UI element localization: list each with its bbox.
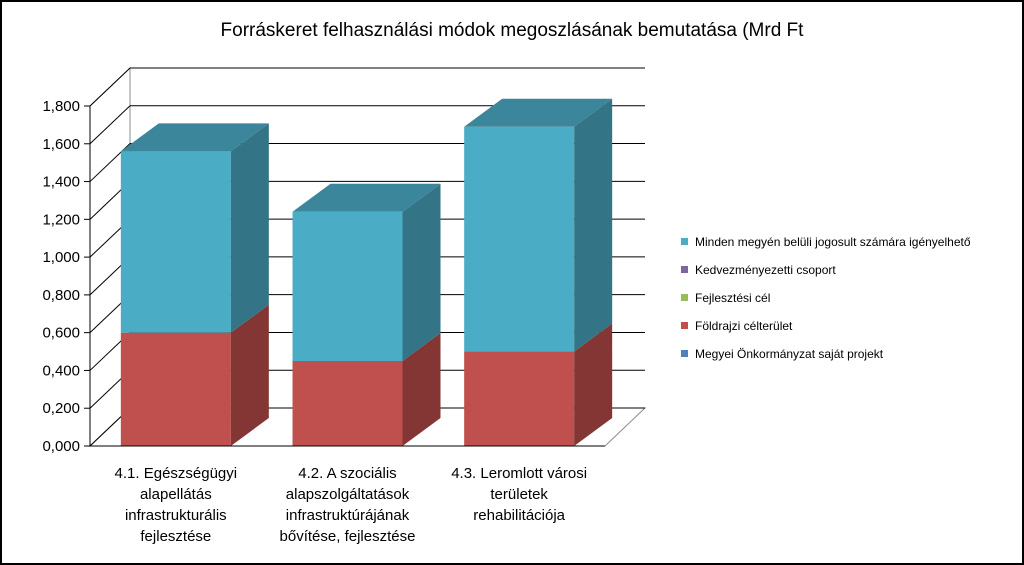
bar-side: [230, 304, 269, 446]
y-tick-label: 0,800: [42, 287, 80, 304]
x-tick-label: 4.1. Egészségügyi: [115, 465, 238, 482]
legend-label: Minden megyén belüli jogosult számára ig…: [695, 235, 971, 249]
bar-front: [120, 151, 231, 333]
bar-side: [574, 323, 613, 446]
bar-front: [120, 332, 231, 446]
x-tick-label: rehabilitációja: [473, 507, 565, 524]
y-tick-label: 0,200: [42, 400, 80, 417]
y-tick-label: 0,600: [42, 325, 80, 342]
legend-swatch: [681, 266, 688, 273]
gridline-diagonal: [89, 105, 131, 145]
legend-swatch: [681, 322, 688, 329]
bar-top: [292, 183, 441, 212]
bar-front: [464, 351, 575, 446]
x-tick-label: alapszolgáltatások: [286, 486, 410, 503]
x-tick-label: fejlesztése: [140, 528, 211, 545]
legend-label: Fejlesztési cél: [695, 291, 770, 305]
bar-segment: [464, 98, 613, 352]
bar-side: [402, 333, 441, 446]
legend-label: Földrajzi célterület: [695, 319, 793, 333]
gridline-diagonal: [89, 67, 131, 107]
legend-swatch: [681, 350, 688, 357]
y-tick-label: 1,200: [42, 211, 80, 228]
bar-front: [464, 126, 575, 352]
bars: [120, 98, 613, 446]
bar-top: [120, 123, 269, 152]
bar-front: [292, 361, 403, 446]
bar-segment: [120, 123, 269, 333]
x-tick-label: infrastruktúrájának: [286, 507, 410, 524]
bar-side: [402, 183, 441, 361]
y-tick-label: 1,400: [42, 174, 80, 191]
legend-swatch: [681, 294, 688, 301]
legend-swatch: [681, 238, 688, 245]
chart-title: Forráskeret felhasználási módok megoszlá…: [221, 20, 805, 41]
legend-label: Kedvezményezetti csoport: [695, 263, 836, 277]
x-tick-label: 4.2. A szociális: [298, 465, 396, 482]
bar-front: [292, 211, 403, 361]
x-axis: 4.1. Egészségügyi alapellátás infrastruktu…: [90, 445, 605, 545]
bar-segment: [292, 183, 441, 361]
x-tick-label: alapellátás: [140, 486, 212, 503]
y-tick-label: 1,600: [42, 136, 80, 153]
y-tick-label: 0,000: [42, 438, 80, 455]
x-tick-label: területek: [490, 486, 548, 503]
x-tick-label: 4.3. Leromlott városi: [451, 465, 587, 482]
bar-top: [464, 98, 613, 127]
x-tick-label: infrastrukturális: [125, 507, 227, 524]
legend-label: Megyei Önkormányzat saját projekt: [695, 347, 884, 361]
bar-side: [574, 98, 613, 352]
legend: Minden megyén belüli jogosult számára ig…: [681, 235, 971, 361]
y-axis: 0,000 0,200 0,400 0,600 0,800 1,000 1,200 1,400…: [42, 98, 91, 455]
bar-segment: [464, 323, 613, 446]
bar-side: [230, 123, 269, 333]
y-tick-label: 1,800: [42, 98, 80, 115]
x-tick-label: bővítése, fejlesztése: [280, 528, 416, 545]
bar-segment: [120, 304, 269, 446]
y-tick-label: 0,400: [42, 362, 80, 379]
y-tick-label: 1,000: [42, 249, 80, 266]
bar-segment: [292, 333, 441, 446]
